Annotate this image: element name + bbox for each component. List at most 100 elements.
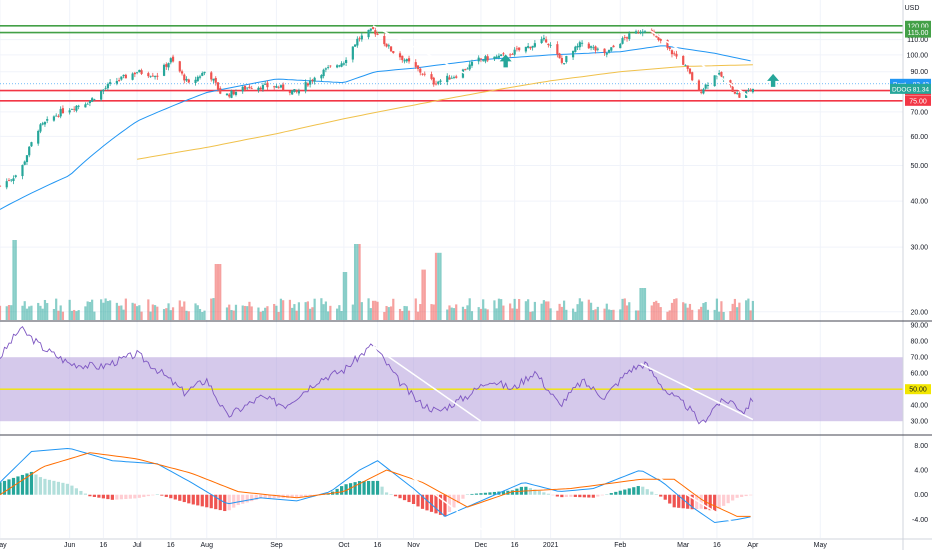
volume-bar bbox=[500, 299, 503, 320]
price-tick-label: 30.00 bbox=[910, 245, 928, 252]
volume-bar bbox=[549, 308, 552, 320]
volume-bar bbox=[115, 302, 118, 320]
macd-histogram-bar bbox=[389, 494, 393, 495]
candle-body bbox=[697, 80, 701, 91]
candle-body bbox=[295, 90, 298, 92]
candle-body bbox=[140, 70, 143, 74]
macd-histogram-bar bbox=[214, 494, 218, 510]
candle-body bbox=[571, 50, 575, 58]
macd-histogram-bar bbox=[353, 482, 357, 495]
candle-body bbox=[639, 32, 642, 34]
volume-bar bbox=[250, 306, 253, 320]
candle-body bbox=[358, 38, 361, 40]
macd-histogram-bar bbox=[650, 491, 654, 495]
candle-body bbox=[529, 46, 532, 49]
candle-body bbox=[403, 60, 406, 62]
candle-body bbox=[634, 31, 638, 34]
macd-histogram-bar bbox=[128, 494, 132, 499]
candle-body bbox=[556, 44, 559, 55]
candle-body bbox=[421, 73, 424, 75]
macd-histogram-bar bbox=[438, 494, 443, 515]
candle-body bbox=[147, 73, 150, 77]
macd-histogram-bar bbox=[708, 494, 712, 511]
volume-bar bbox=[5, 306, 8, 320]
volume-bar bbox=[529, 311, 532, 320]
macd-histogram-bar bbox=[533, 489, 537, 495]
candle-body bbox=[86, 103, 89, 105]
volume-bar bbox=[486, 309, 489, 320]
volume-bar bbox=[432, 304, 435, 320]
x-tick-label: Feb bbox=[614, 542, 626, 549]
candle-body bbox=[10, 179, 13, 181]
volume-bar bbox=[187, 311, 190, 320]
candle-body bbox=[57, 116, 60, 117]
volume-bar bbox=[421, 269, 424, 320]
candle-body bbox=[580, 42, 584, 44]
candle-body bbox=[39, 124, 42, 132]
volume-bar bbox=[156, 306, 159, 320]
macd-histogram-bar bbox=[713, 494, 717, 512]
candle-body bbox=[479, 58, 483, 60]
candle-body bbox=[713, 75, 716, 87]
candle-body bbox=[273, 86, 276, 88]
volume-bar bbox=[73, 309, 76, 320]
volume-bar bbox=[86, 301, 89, 320]
candle-body bbox=[736, 92, 739, 94]
macd-histogram-bar bbox=[443, 494, 447, 517]
volume-bar bbox=[540, 303, 543, 320]
candle-body bbox=[610, 47, 613, 51]
macd-tick-label: -4.00 bbox=[912, 517, 928, 524]
macd-histogram-bar bbox=[717, 494, 721, 509]
candle-body bbox=[628, 33, 631, 40]
volume-bar bbox=[120, 305, 123, 320]
candle-body bbox=[673, 53, 676, 55]
candle-body bbox=[277, 87, 280, 89]
volume-bar bbox=[327, 311, 330, 320]
candle-body bbox=[37, 130, 40, 144]
macd-histogram-bar bbox=[70, 485, 74, 495]
volume-bar bbox=[434, 252, 438, 320]
candle-body bbox=[398, 53, 402, 58]
volume-bar bbox=[133, 303, 136, 320]
candle-body bbox=[153, 76, 157, 78]
candle-body bbox=[612, 45, 615, 48]
candle-body bbox=[344, 59, 348, 63]
volume-bar bbox=[147, 299, 150, 320]
macd-histogram-bar bbox=[672, 494, 676, 508]
volume-bar bbox=[450, 307, 453, 320]
volume-bar bbox=[639, 288, 642, 320]
volume-bar bbox=[697, 309, 701, 320]
volume-bar bbox=[736, 307, 739, 320]
volume-bar bbox=[419, 304, 422, 320]
volume-bar bbox=[484, 308, 487, 320]
volume-bar bbox=[75, 311, 78, 320]
macd-histogram-bar bbox=[690, 494, 694, 510]
volume-bar bbox=[7, 305, 11, 320]
macd-histogram-bar bbox=[38, 477, 43, 495]
up-arrow-icon bbox=[767, 73, 780, 87]
macd-histogram-bar bbox=[632, 487, 636, 495]
volume-bar bbox=[261, 310, 265, 320]
macd-histogram-bar bbox=[578, 494, 582, 498]
macd-histogram-bar bbox=[573, 494, 577, 497]
volume-bar bbox=[414, 298, 417, 320]
volume-bar bbox=[153, 305, 157, 320]
volume-bar bbox=[55, 298, 58, 320]
volume-bar bbox=[151, 304, 154, 320]
candle-body bbox=[52, 116, 56, 121]
volume-bar bbox=[52, 308, 56, 320]
candle-body bbox=[75, 105, 78, 111]
volume-bar bbox=[234, 304, 238, 320]
candle-body bbox=[531, 45, 534, 48]
candle-body bbox=[360, 35, 363, 40]
volume-bar bbox=[688, 303, 692, 320]
candle-body bbox=[115, 80, 118, 84]
macd-histogram-bar bbox=[61, 482, 65, 495]
candle-body bbox=[102, 89, 105, 92]
macd-histogram-bar bbox=[191, 494, 195, 505]
candle-body bbox=[729, 80, 732, 86]
volume-bar bbox=[580, 301, 584, 320]
candle-body bbox=[70, 109, 74, 110]
volume-bar bbox=[194, 303, 197, 320]
